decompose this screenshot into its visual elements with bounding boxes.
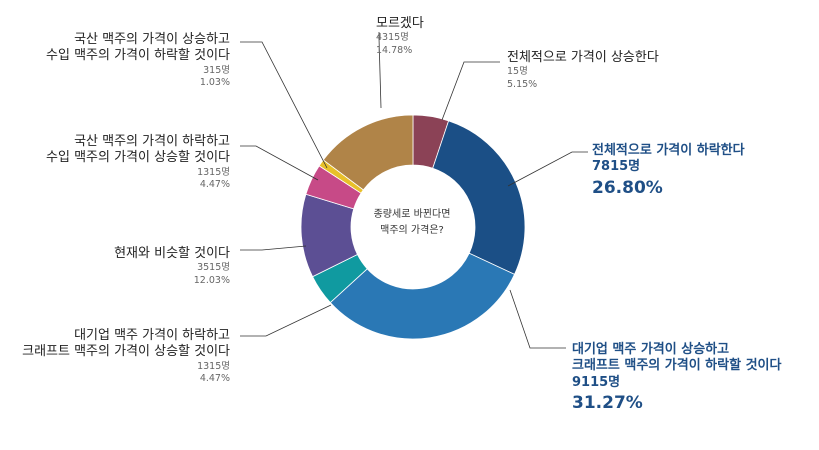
label-dont-know: 모르겠다 4315명 14.78% [376, 16, 424, 58]
label-count: 3515명 [197, 262, 230, 274]
label-overall-rise: 전체적으로 가격이 상승한다 15명 5.15% [507, 50, 659, 92]
label-title-line-1: 국산 맥주의 가격이 하락하고 [74, 134, 230, 149]
slice-major-rise-craft-fall [329, 252, 516, 340]
label-title-line-2: 수입 맥주의 가격이 상승할 것이다 [46, 150, 230, 166]
label-percent: 1.03% [199, 77, 230, 89]
label-percent: 31.27% [572, 392, 643, 413]
label-title-line-1: 국산 맥주의 가격이 상승하고 [74, 32, 230, 47]
label-count: 15명 [507, 66, 528, 78]
center-label-line-1: 종량세로 바뀐다면 [373, 209, 451, 220]
leader-line-domestic-fall-import-rise [240, 145, 319, 181]
label-major-fall-craft-rise: 대기업 맥주 가격이 하락하고 크래프트 맥주의 가격이 상승할 것이다 131… [0, 328, 230, 386]
leader-line-major-fall-craft-rise [240, 304, 332, 337]
label-domestic-rise-import-fall: 국산 맥주의 가격이 상승하고 수입 맥주의 가격이 하락할 것이다 315명 … [0, 32, 230, 90]
label-similar: 현재와 비슷할 것이다 3515명 12.03% [10, 246, 230, 288]
label-title-line-2: 수입 맥주의 가격이 하락할 것이다 [46, 48, 230, 64]
slice-dont-know [322, 114, 414, 191]
label-title-line-2: 크래프트 맥주의 가격이 하락할 것이다 [572, 358, 782, 374]
leader-line-similar [240, 245, 307, 251]
label-title-line-2: 크래프트 맥주의 가격이 상승할 것이다 [22, 344, 230, 360]
label-percent: 4.47% [199, 179, 230, 191]
center-label: 종량세로 바뀐다면 맥주의 가격은? [352, 207, 472, 239]
label-count: 1315명 [197, 166, 230, 178]
leader-line-overall-fall [507, 151, 588, 187]
label-count: 1315명 [197, 360, 230, 372]
label-percent: 14.78% [376, 45, 413, 57]
leader-line-major-rise-craft-fall [509, 289, 566, 349]
label-title: 전체적으로 가격이 하락한다 [592, 143, 745, 158]
label-count: 9115명 [572, 374, 621, 390]
label-percent: 26.80% [592, 177, 663, 198]
label-title: 모르겠다 [376, 16, 424, 31]
center-label-line-2: 맥주의 가격은? [380, 225, 444, 236]
leader-line-dont-know [378, 32, 382, 109]
slice-overall-fall [432, 120, 526, 275]
label-percent: 5.15% [507, 79, 538, 91]
label-count: 4315명 [376, 32, 409, 44]
label-count: 315명 [203, 64, 230, 76]
label-domestic-fall-import-rise: 국산 맥주의 가격이 하락하고 수입 맥주의 가격이 상승할 것이다 1315명… [0, 134, 230, 192]
label-percent: 12.03% [193, 275, 230, 287]
label-percent: 4.47% [199, 373, 230, 385]
label-title-line-1: 대기업 맥주 가격이 상승하고 [572, 342, 730, 357]
label-overall-fall: 전체적으로 가격이 하락한다 7815명 26.80% [592, 143, 745, 199]
leader-line-domestic-rise-import-fall [240, 41, 328, 169]
label-title: 전체적으로 가격이 상승한다 [507, 50, 659, 65]
label-count: 7815명 [592, 159, 641, 175]
label-title: 현재와 비슷할 것이다 [114, 246, 230, 261]
leader-line-overall-rise [441, 61, 500, 121]
label-title-line-1: 대기업 맥주 가격이 하락하고 [74, 328, 230, 343]
label-major-rise-craft-fall: 대기업 맥주 가격이 상승하고 크래프트 맥주의 가격이 하락할 것이다 911… [572, 342, 781, 414]
